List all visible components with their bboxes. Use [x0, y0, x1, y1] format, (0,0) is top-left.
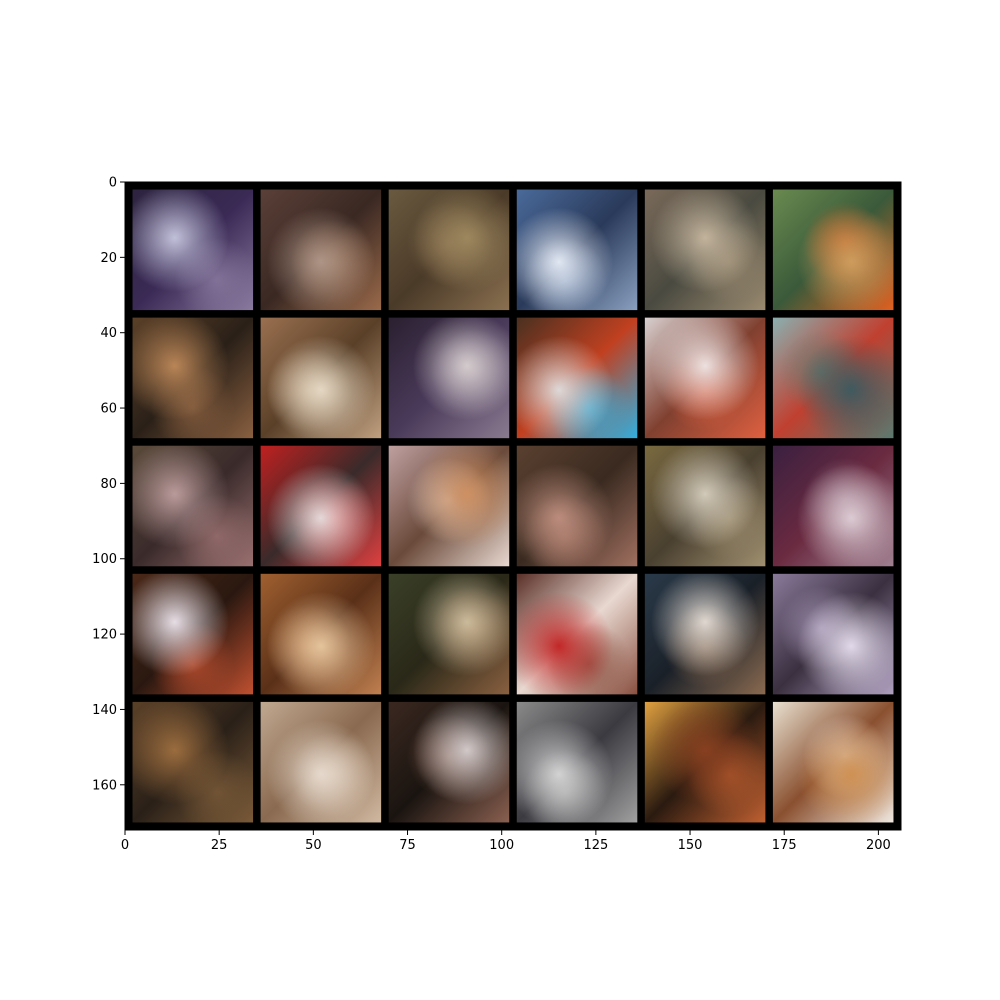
tile-r1-c5 [644, 189, 766, 311]
tile-r2-c2 [260, 317, 382, 439]
y-tick-label: 60 [100, 402, 117, 417]
tile-r2-c3 [388, 317, 510, 439]
tile-r5-c5 [644, 701, 766, 823]
tile-r1-c4 [516, 189, 638, 311]
y-axis-ticks: 0 20 40 60 80 100 120 140 160 [92, 176, 125, 793]
x-tick-label: 50 [305, 838, 322, 853]
x-tick-label: 0 [121, 838, 129, 853]
y-tick-label: 100 [92, 552, 117, 567]
tile-r5-c4 [516, 701, 638, 823]
tile-r3-c4 [516, 445, 638, 567]
tile-r1-c2 [260, 189, 382, 311]
tile-r5-c1 [132, 701, 254, 823]
tile-r2-c4 [516, 317, 638, 439]
x-axis-ticks: 0 25 50 75 100 125 150 175 200 [121, 830, 891, 853]
x-tick-label: 75 [399, 838, 416, 853]
tile-r5-c3 [388, 701, 510, 823]
tile-r1-c1 [132, 189, 254, 311]
y-tick-label: 140 [92, 703, 117, 718]
tile-r4-c5 [644, 573, 766, 695]
x-tick-label: 100 [489, 838, 514, 853]
tile-r2-c1 [132, 317, 254, 439]
tile-r3-c2 [260, 445, 382, 567]
y-tick-label: 20 [100, 251, 117, 266]
tile-r3-c6 [772, 445, 894, 567]
x-tick-label: 25 [211, 838, 228, 853]
y-tick-label: 40 [100, 326, 117, 341]
tile-r5-c2 [260, 701, 382, 823]
tile-r2-c6 [772, 317, 894, 439]
tile-r4-c4 [516, 573, 638, 695]
y-tick-label: 0 [109, 176, 117, 191]
y-tick-label: 120 [92, 628, 117, 643]
tile-r2-c5 [644, 317, 766, 439]
tile-r4-c2 [260, 573, 382, 695]
tile-r1-c3 [388, 189, 510, 311]
tile-r3-c3 [388, 445, 510, 567]
x-tick-label: 175 [772, 838, 797, 853]
grid-padding-background [125, 182, 901, 830]
y-tick-label: 80 [100, 477, 117, 492]
tile-r3-c1 [132, 445, 254, 567]
x-tick-label: 200 [866, 838, 891, 853]
axes-frame [124, 181, 902, 831]
tile-r3-c5 [644, 445, 766, 567]
tile-r4-c3 [388, 573, 510, 695]
image-grid [125, 182, 901, 830]
x-tick-label: 125 [583, 838, 608, 853]
tile-r5-c6 [772, 701, 894, 823]
tile-r4-c6 [772, 573, 894, 695]
x-tick-label: 150 [678, 838, 703, 853]
tile-r1-c6 [772, 189, 894, 311]
y-tick-label: 160 [92, 778, 117, 793]
tile-r4-c1 [132, 573, 254, 695]
